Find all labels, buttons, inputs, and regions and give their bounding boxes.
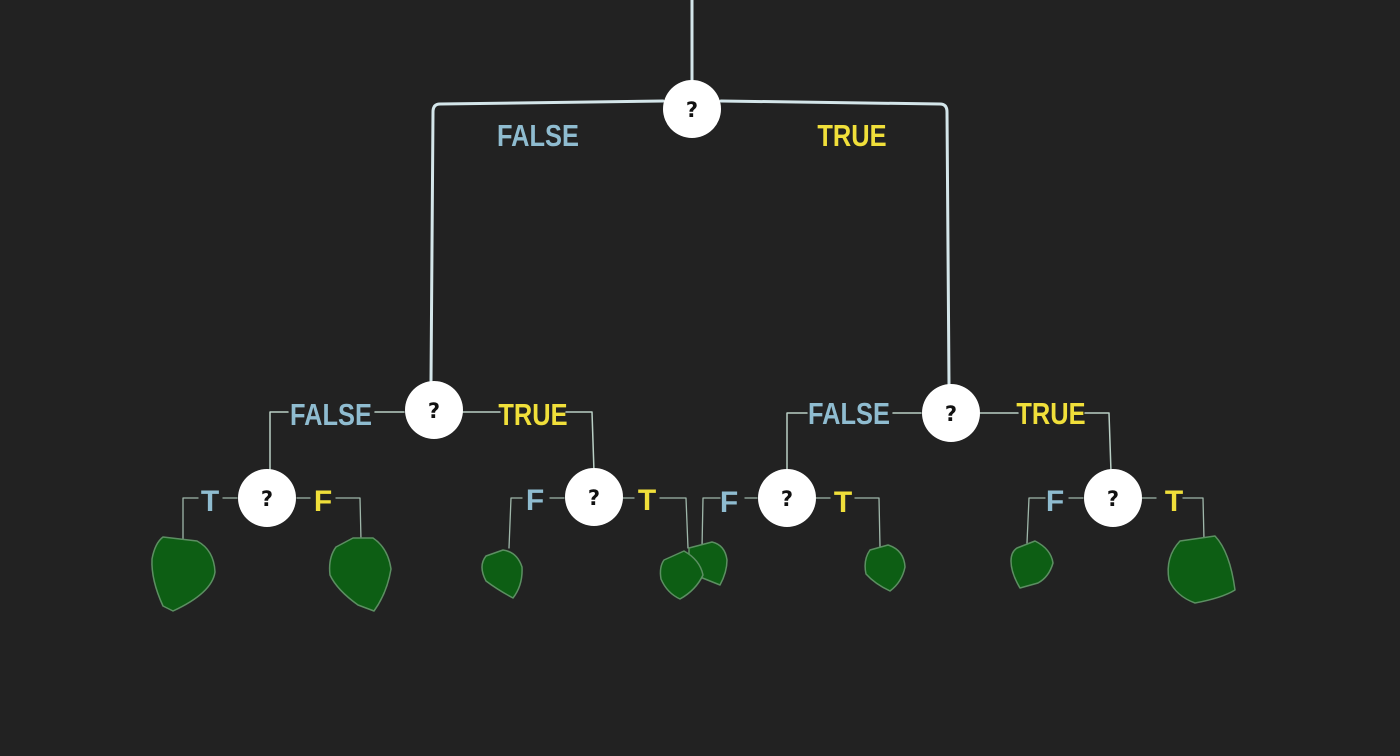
l1b-false-label: FALSE bbox=[808, 397, 890, 432]
node-circle bbox=[758, 469, 816, 527]
level2-node-1: ? bbox=[238, 469, 296, 527]
node-question-mark: ? bbox=[1107, 487, 1119, 511]
l1b-true-edge bbox=[979, 412, 1112, 473]
l2d-edges bbox=[1026, 497, 1205, 544]
l2c-left-label: F bbox=[720, 486, 738, 519]
l1a-true-edge bbox=[461, 411, 595, 473]
level1-right-node: ? bbox=[922, 384, 980, 442]
decision-nodes: ? ? ? ? ? ? ? bbox=[238, 80, 1142, 527]
l1b-false-edge bbox=[786, 412, 922, 473]
node-question-mark: ? bbox=[588, 486, 600, 510]
level1-left-node: ? bbox=[405, 381, 463, 439]
l2b-right-label: T bbox=[638, 484, 656, 517]
l2b-edges bbox=[508, 497, 689, 549]
tree-edges bbox=[182, 0, 1205, 549]
level2-node-2: ? bbox=[565, 468, 623, 526]
branch-labels: FALSE TRUE FALSE TRUE FALSE TRUE T F F T… bbox=[201, 119, 1183, 519]
node-question-mark: ? bbox=[261, 487, 273, 511]
level2-node-3: ? bbox=[758, 469, 816, 527]
l1a-true-label: TRUE bbox=[498, 398, 567, 433]
node-question-mark: ? bbox=[686, 98, 698, 122]
node-circle bbox=[405, 381, 463, 439]
node-circle bbox=[922, 384, 980, 442]
l2a-right-label: F bbox=[314, 485, 332, 518]
l2c-edges bbox=[701, 497, 881, 549]
node-circle bbox=[565, 468, 623, 526]
leaf-icon bbox=[659, 550, 704, 600]
node-question-mark: ? bbox=[428, 399, 440, 423]
leaf-icon bbox=[151, 536, 216, 612]
root-true-edge bbox=[719, 99, 951, 386]
leaf-icon bbox=[864, 544, 906, 592]
root-false-label: FALSE bbox=[497, 119, 579, 154]
l1a-false-label: FALSE bbox=[290, 398, 372, 433]
l2d-right-label: T bbox=[1165, 485, 1183, 518]
node-question-mark: ? bbox=[945, 402, 957, 426]
node-question-mark: ? bbox=[781, 487, 793, 511]
root-true-label: TRUE bbox=[817, 119, 886, 154]
node-circle bbox=[663, 80, 721, 138]
level2-node-4: ? bbox=[1084, 469, 1142, 527]
l2c-right-label: T bbox=[834, 486, 852, 519]
leaves bbox=[151, 535, 1236, 612]
l1a-false-edge bbox=[269, 411, 405, 473]
l2b-left-label: F bbox=[526, 484, 544, 517]
root-node: ? bbox=[663, 80, 721, 138]
l2d-left-label: F bbox=[1046, 485, 1064, 518]
l2a-left-label: T bbox=[201, 485, 219, 518]
node-circle bbox=[238, 469, 296, 527]
l2a-edges bbox=[182, 497, 362, 541]
leaf-icon bbox=[1167, 535, 1236, 604]
root-false-edge bbox=[429, 99, 665, 384]
leaf-icon bbox=[1010, 540, 1054, 589]
leaf-icon bbox=[328, 537, 392, 612]
leaf-icon bbox=[481, 549, 523, 599]
node-circle bbox=[1084, 469, 1142, 527]
l1b-true-label: TRUE bbox=[1016, 397, 1085, 432]
